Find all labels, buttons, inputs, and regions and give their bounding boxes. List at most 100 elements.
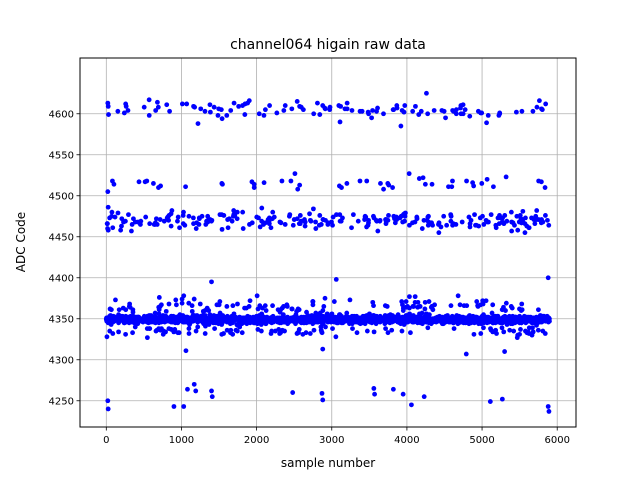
data-point	[300, 331, 306, 337]
data-point	[219, 116, 225, 122]
data-point	[197, 301, 203, 307]
data-point	[390, 185, 395, 190]
data-point	[510, 316, 516, 322]
x-tick-label: 1000	[169, 435, 194, 446]
data-point	[120, 305, 126, 311]
data-point	[484, 318, 490, 324]
data-point	[484, 120, 489, 126]
data-point	[513, 109, 519, 115]
data-point	[195, 324, 201, 330]
data-point	[483, 298, 489, 304]
data-point	[144, 178, 150, 184]
data-point	[195, 317, 200, 322]
data-point	[119, 223, 124, 229]
data-point	[235, 301, 240, 307]
data-point	[402, 213, 408, 219]
data-point	[518, 327, 523, 332]
data-point	[350, 212, 356, 218]
data-point	[230, 213, 236, 219]
data-point	[270, 209, 276, 215]
data-point	[289, 306, 295, 312]
y-tick-label: 4350	[49, 314, 74, 325]
data-point	[193, 328, 199, 334]
data-point	[234, 216, 240, 222]
data-point	[311, 206, 316, 212]
data-point	[446, 184, 451, 190]
data-point	[425, 214, 431, 220]
data-point	[180, 221, 186, 227]
data-point	[251, 315, 257, 321]
data-point	[259, 311, 265, 317]
data-point	[438, 224, 444, 230]
data-point	[329, 311, 335, 317]
data-point	[403, 313, 409, 319]
data-point	[151, 318, 157, 324]
data-point	[359, 108, 365, 114]
data-point	[107, 328, 113, 334]
data-point	[251, 185, 257, 190]
data-point	[242, 305, 247, 311]
data-point	[269, 216, 275, 222]
data-point	[525, 329, 531, 335]
data-point	[267, 103, 272, 108]
data-point	[310, 321, 316, 327]
data-point	[507, 327, 513, 333]
data-point	[520, 217, 526, 222]
data-point	[546, 409, 552, 414]
data-point	[542, 185, 548, 190]
data-point	[503, 308, 508, 313]
y-tick-label: 4250	[49, 396, 74, 407]
data-point	[325, 317, 331, 322]
data-point	[367, 311, 372, 317]
data-point	[123, 103, 129, 109]
data-point	[476, 315, 481, 321]
y-tick-label: 4550	[49, 150, 74, 161]
data-point	[310, 302, 316, 308]
data-point	[129, 228, 134, 234]
data-point	[363, 317, 368, 322]
data-point	[191, 296, 197, 302]
data-point	[246, 304, 252, 309]
data-point	[399, 328, 405, 334]
data-point	[366, 217, 371, 223]
data-point	[219, 226, 225, 232]
data-point	[408, 330, 413, 336]
data-point	[144, 326, 150, 331]
data-point	[245, 100, 250, 106]
data-point	[242, 112, 248, 117]
data-point	[266, 218, 272, 224]
data-point	[453, 222, 459, 227]
data-point	[204, 305, 210, 311]
data-point	[167, 108, 172, 114]
data-point	[383, 326, 388, 331]
data-point	[463, 351, 469, 357]
data-point	[344, 106, 350, 112]
data-point	[189, 303, 195, 309]
data-point	[230, 331, 236, 337]
data-point	[448, 303, 454, 309]
data-point	[173, 297, 179, 303]
data-point	[369, 115, 375, 121]
data-point	[131, 313, 136, 319]
data-point	[322, 106, 328, 112]
data-point	[481, 222, 487, 227]
data-point	[497, 110, 503, 116]
data-point	[161, 218, 167, 224]
data-point	[239, 330, 245, 336]
data-point	[412, 219, 418, 225]
data-point	[129, 222, 135, 227]
data-point	[116, 307, 122, 313]
data-point	[217, 310, 223, 316]
data-point	[313, 226, 319, 231]
data-point	[378, 181, 383, 186]
data-point	[501, 329, 507, 335]
data-point	[228, 327, 234, 333]
data-point	[503, 174, 509, 180]
data-point	[278, 220, 284, 226]
data-point	[428, 304, 434, 310]
data-point	[336, 103, 342, 108]
data-point	[271, 316, 277, 322]
data-point	[126, 212, 131, 218]
data-point	[534, 322, 539, 328]
data-point	[144, 335, 150, 341]
